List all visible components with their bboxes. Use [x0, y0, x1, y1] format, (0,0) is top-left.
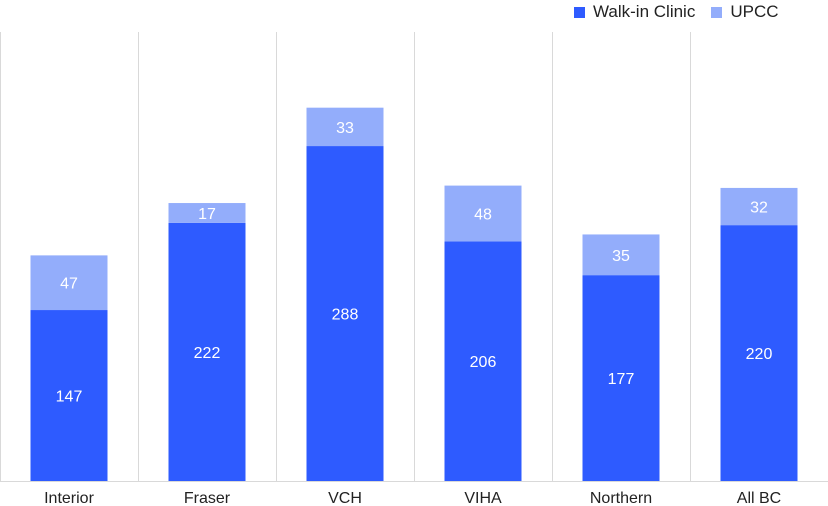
bar-upcc [582, 234, 660, 276]
data-label: 206 [470, 354, 497, 371]
bar-upcc [720, 187, 798, 226]
x-tick-label: Interior [44, 490, 94, 506]
data-label: 35 [612, 248, 630, 265]
bar-walk-in [306, 146, 384, 481]
data-label: 33 [336, 120, 354, 137]
data-label: 220 [746, 346, 773, 363]
bar-upcc [444, 185, 522, 242]
x-tick-label: VCH [328, 490, 362, 506]
data-label: 288 [332, 307, 359, 324]
data-label: 17 [198, 206, 216, 223]
bar-walk-in [720, 225, 798, 481]
bar-walk-in [582, 275, 660, 481]
legend: Walk-in Clinic UPCC [574, 2, 795, 22]
legend-item-walk-in: Walk-in Clinic [574, 2, 695, 22]
legend-label-walk-in: Walk-in Clinic [593, 2, 696, 21]
bar-walk-in [30, 310, 108, 481]
x-tick-label: VIHA [464, 490, 502, 506]
data-label: 32 [750, 200, 768, 217]
bar-walk-in [444, 241, 522, 481]
data-label: 222 [194, 345, 221, 362]
bar-upcc [168, 203, 246, 223]
bar-upcc [30, 255, 108, 311]
bar-upcc [306, 107, 384, 147]
x-tick-label: Northern [590, 490, 652, 506]
x-tick-label: Fraser [184, 490, 231, 506]
data-label: 177 [608, 371, 635, 388]
data-label: 47 [60, 276, 78, 293]
bar-walk-in [168, 222, 246, 481]
legend-label-upcc: UPCC [730, 2, 779, 21]
legend-swatch-upcc [711, 6, 723, 18]
data-label: 147 [56, 389, 83, 406]
legend-item-upcc: UPCC [711, 2, 779, 22]
data-label: 48 [474, 207, 492, 224]
legend-swatch-walk-in [574, 6, 585, 18]
x-tick-label: All BC [737, 490, 781, 506]
